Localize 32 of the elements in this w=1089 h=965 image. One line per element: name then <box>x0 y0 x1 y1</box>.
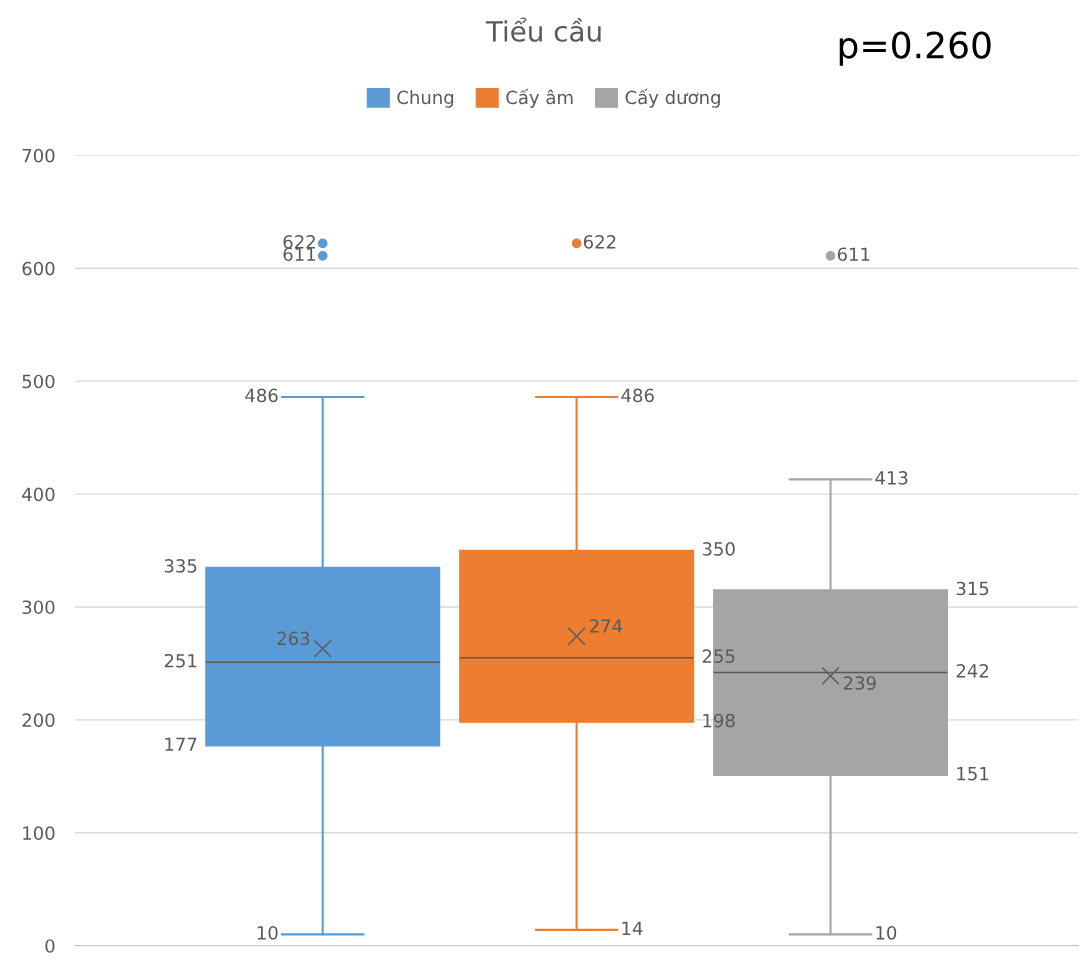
y-tick-label: 200 <box>22 713 55 728</box>
y-tick-label: 300 <box>22 600 55 615</box>
text: 315 <box>956 581 989 596</box>
text: 177 <box>165 737 197 751</box>
text: 251 <box>164 653 197 668</box>
text: 263 <box>277 631 310 646</box>
y-tick-label: 600 <box>22 261 55 276</box>
y-tick-label: 400 <box>22 487 55 502</box>
text: 413 <box>875 470 908 485</box>
text: p=0.260 <box>839 31 991 66</box>
chart-title: Tiểu cầu <box>485 17 601 42</box>
y-tick-label: 500 <box>22 374 55 389</box>
text: 486 <box>245 388 278 403</box>
legend-label: Chung <box>397 90 454 108</box>
text: 350 <box>702 542 735 556</box>
y-tick-label: 0 <box>45 939 55 953</box>
text: 14 <box>622 921 643 935</box>
text: 611 <box>283 247 316 262</box>
text: 335 <box>164 559 197 573</box>
text: 10 <box>876 925 897 940</box>
y-tick-label: 700 <box>22 148 55 163</box>
text: 611 <box>837 247 870 262</box>
y-tick-label: 100 <box>23 826 55 840</box>
text: 622 <box>583 235 616 249</box>
text: 242 <box>956 664 989 678</box>
text: 10 <box>257 925 278 940</box>
text: 274 <box>589 619 623 633</box>
legend-label: Cấy âm <box>506 88 573 108</box>
legend-label: Cấy dương <box>625 88 720 108</box>
text: 239 <box>843 676 876 690</box>
text: 486 <box>621 388 654 403</box>
text: 151 <box>957 767 989 781</box>
